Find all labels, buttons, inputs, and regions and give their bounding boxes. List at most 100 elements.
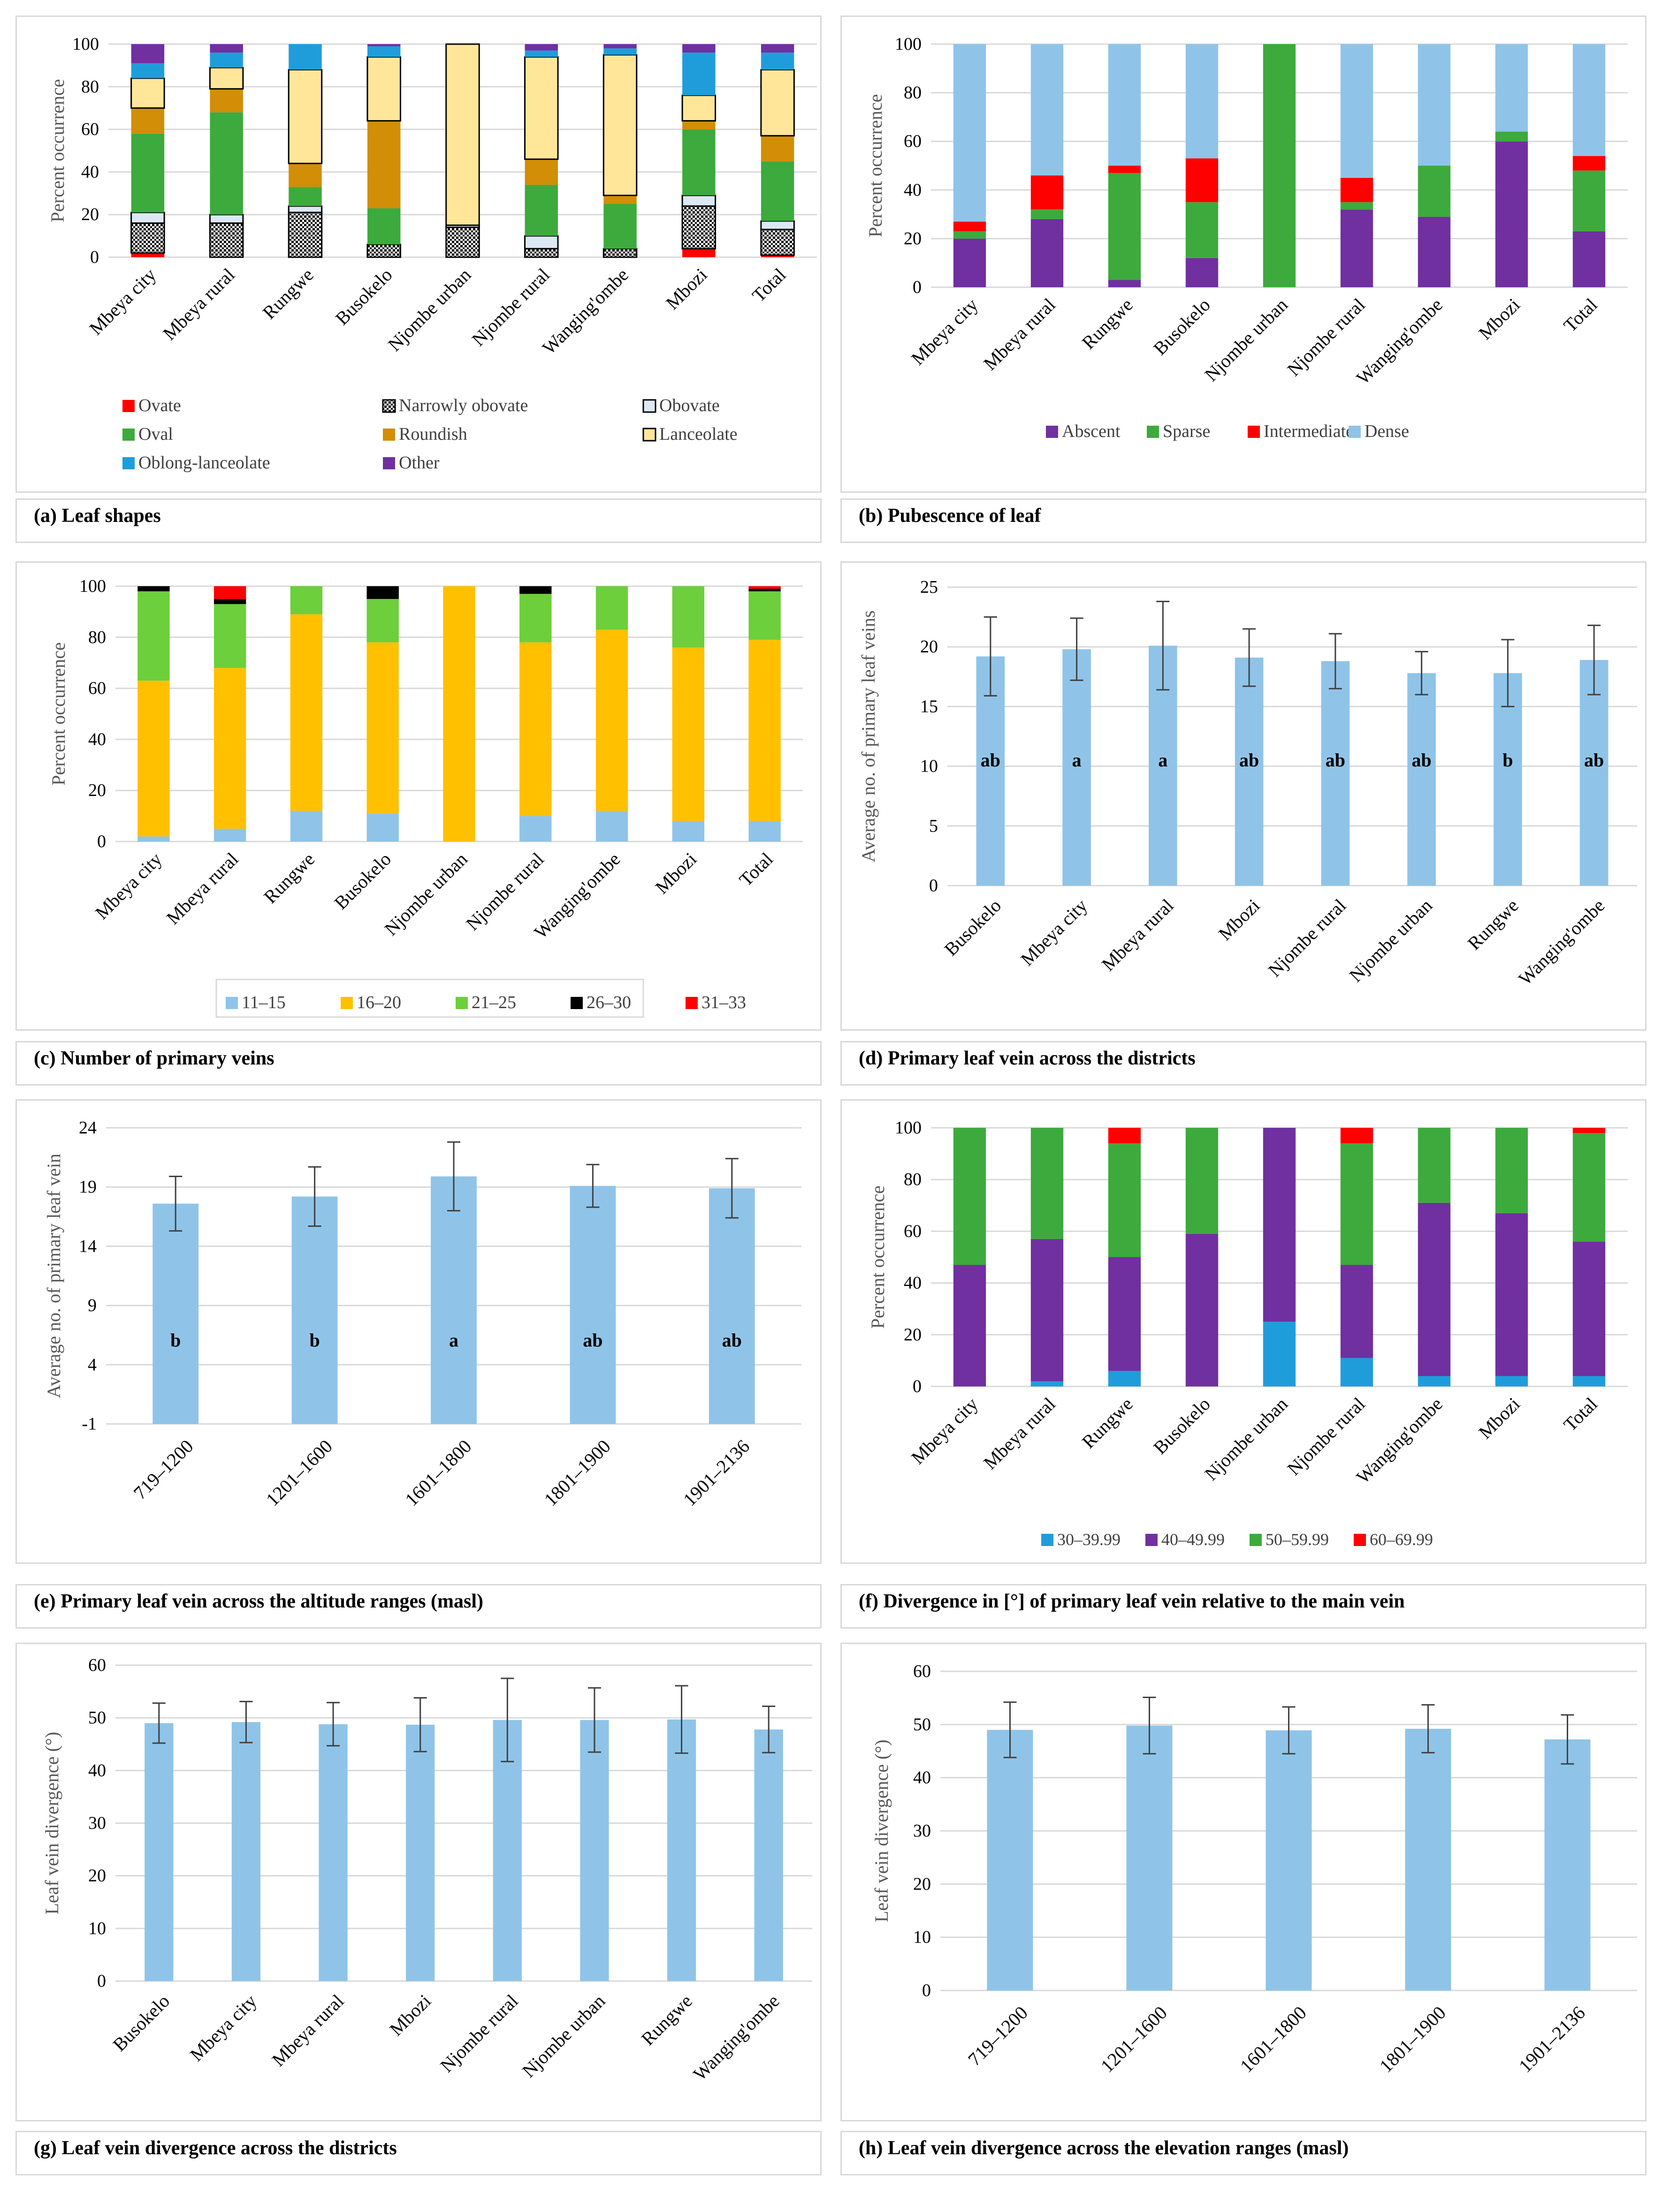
bar-roundish-mbeya-city (131, 108, 165, 134)
bar-1901-2136 (709, 1188, 755, 1424)
y-tick-label: 60 (904, 131, 922, 151)
x-tick-label: 1201–1600 (1097, 2002, 1171, 2077)
bar-719-1200 (987, 1730, 1033, 1990)
bar-50-59-99-rungwe (1108, 1143, 1141, 1257)
legend-label-oval: Oval (138, 424, 173, 444)
y-tick-label: 40 (88, 1760, 106, 1780)
caption-g: (g) Leaf vein divergence across the dist… (15, 2131, 822, 2175)
chart-divergence-districts: 0 10 20 30 40 50 60 Leaf vein divergence (°) Bus… (41, 1655, 812, 2085)
legend-swatch-lanceolate (642, 428, 656, 442)
y-axis-label: Percent occurrence (865, 94, 886, 237)
x-tick-label: 1901–2136 (679, 1436, 754, 1510)
x-tick-label: Mbeya city (907, 1393, 982, 1469)
chart-pubescence: 0 20 40 60 80 100 Percent occurrence Mbeya city… (865, 34, 1628, 441)
bar-busokelo (145, 1723, 174, 1981)
y-tick-label: 100 (79, 576, 106, 596)
y-tick-label: 24 (79, 1118, 97, 1138)
bar-40-49-99-mbeya-rural (1030, 1239, 1064, 1381)
bar-11-15-busokelo (366, 813, 399, 842)
x-tick-label: Mbozi (385, 1990, 435, 2040)
bar-40-49-99-busokelo (1185, 1233, 1219, 1386)
x-tick-label: Njombe rural (468, 264, 554, 350)
legend-swatch-other (383, 457, 395, 469)
y-tick-label: 0 (929, 876, 938, 896)
y-tick-label: 40 (904, 180, 922, 200)
legend-swatch-40-49-99 (1145, 1534, 1158, 1546)
bar-intermediate-mbeya-city (953, 222, 986, 231)
bar-intermediate-mbeya-rural (1030, 175, 1064, 210)
bar-1201-1600 (1126, 1725, 1173, 1990)
significance-letter: ab (1326, 750, 1345, 771)
bar-roundish-njombe-rural (525, 159, 558, 185)
bar-lanceolate-njombe-urban (445, 43, 480, 226)
x-tick-label: Rungwe (259, 264, 318, 323)
bar-roundish-busokelo (367, 121, 401, 208)
caption-a: (a) Leaf shapes (15, 498, 822, 543)
legend-swatch-50-59-99 (1250, 1534, 1262, 1546)
caption-c: (c) Number of primary veins (15, 1041, 822, 1086)
bar-sparse-busokelo (1185, 202, 1219, 258)
legend-swatch-obovate (642, 399, 656, 413)
y-tick-label: 15 (920, 697, 938, 716)
bar-21-25-njombe-rural (519, 594, 552, 643)
bar-abscent-total (1572, 231, 1606, 287)
bar-sparse-mbeya-rural (1030, 209, 1064, 219)
bar-mbozi (1235, 658, 1264, 886)
bar-11-15-mbeya-rural (213, 828, 246, 842)
bar-ovate-mbeya-city (131, 253, 165, 257)
y-tick-label: 20 (904, 229, 922, 248)
bar-narrowly-obovate-mbeya-city (130, 222, 165, 254)
y-tick-label: 0 (97, 1971, 106, 1991)
bar-40-49-99-njombe-urban (1263, 1128, 1296, 1322)
panel-c: 0 20 40 60 80 100 Percent occurrence Mbeya city… (15, 561, 822, 1031)
bar-50-59-99-mbeya-city (953, 1128, 986, 1265)
y-tick-label: 100 (895, 34, 922, 54)
legend-swatch-oblong-lanceolate (122, 457, 135, 469)
caption-f: (f) Divergence in [°] of primary leaf ve… (840, 1584, 1647, 1629)
legend-label-11-15: 11–15 (242, 993, 286, 1012)
y-tick-label: 40 (81, 162, 99, 182)
y-axis-label: Percent occurrence (48, 642, 69, 785)
x-tick-label: Total (1559, 294, 1601, 337)
bar-30-39-99-rungwe (1108, 1370, 1141, 1386)
legend-swatch-60-69-99 (1354, 1534, 1366, 1546)
panel-a: 0 20 40 60 80 100 Percent occurrence Mbeya city… (15, 15, 822, 493)
bar-ovate-total (761, 255, 794, 257)
bar-intermediate-busokelo (1185, 158, 1219, 202)
bar-40-49-99-total (1572, 1241, 1606, 1376)
bar-11-15-total (748, 821, 781, 842)
x-tick-label: Busokelo (330, 849, 395, 914)
bar-26-30-total (748, 589, 781, 591)
bar-abscent-njombe-rural (1340, 209, 1373, 287)
bar-50-59-99-njombe-rural (1340, 1143, 1373, 1265)
chart-primary-veins: 0 20 40 60 80 100 Percent occurrence Mbeya city… (48, 576, 803, 1018)
bar-other-total (761, 44, 794, 53)
x-tick-label: Njombe urban (384, 264, 475, 355)
y-tick-label: 80 (81, 77, 99, 97)
panel-b: 0 20 40 60 80 100 Percent occurrence Mbeya city… (840, 15, 1647, 493)
x-tick-label: 1201–1600 (262, 1436, 336, 1510)
bar-oval-mbeya-rural (210, 112, 243, 215)
legend-swatch-abscent (1046, 426, 1058, 438)
bar-26-30-njombe-rural (519, 586, 552, 594)
y-tick-label: 0 (913, 1377, 922, 1396)
legend-swatch-11-15 (226, 997, 238, 1009)
bar-narrowly-obovate-njombe-urban (445, 226, 480, 258)
bar-mbeya-rural (319, 1724, 348, 1981)
x-tick-label: Mbeya rural (979, 1393, 1060, 1474)
y-tick-label: 60 (88, 1655, 106, 1675)
bar-wanging-ombe (754, 1729, 783, 1981)
bar-60-69-99-total (1572, 1128, 1606, 1133)
bar-26-30-mbeya-rural (213, 599, 246, 605)
bar-21-25-total (748, 591, 781, 640)
bar-16-20-mbeya-rural (213, 668, 246, 829)
legend-label-intermediate: Intermediate (1264, 421, 1354, 441)
bar-abscent-wanging-ombe (1418, 216, 1451, 287)
bar-26-30-mbeya-city (137, 586, 170, 591)
x-tick-label: Njombe rural (1283, 1393, 1369, 1479)
legend-label-60-69-99: 60–69.99 (1370, 1530, 1433, 1549)
bar-30-39-99-njombe-urban (1263, 1322, 1296, 1386)
bar-sparse-njombe-rural (1340, 202, 1373, 210)
bar-16-20-mbozi (672, 647, 705, 821)
bar-21-25-rungwe (290, 586, 323, 614)
